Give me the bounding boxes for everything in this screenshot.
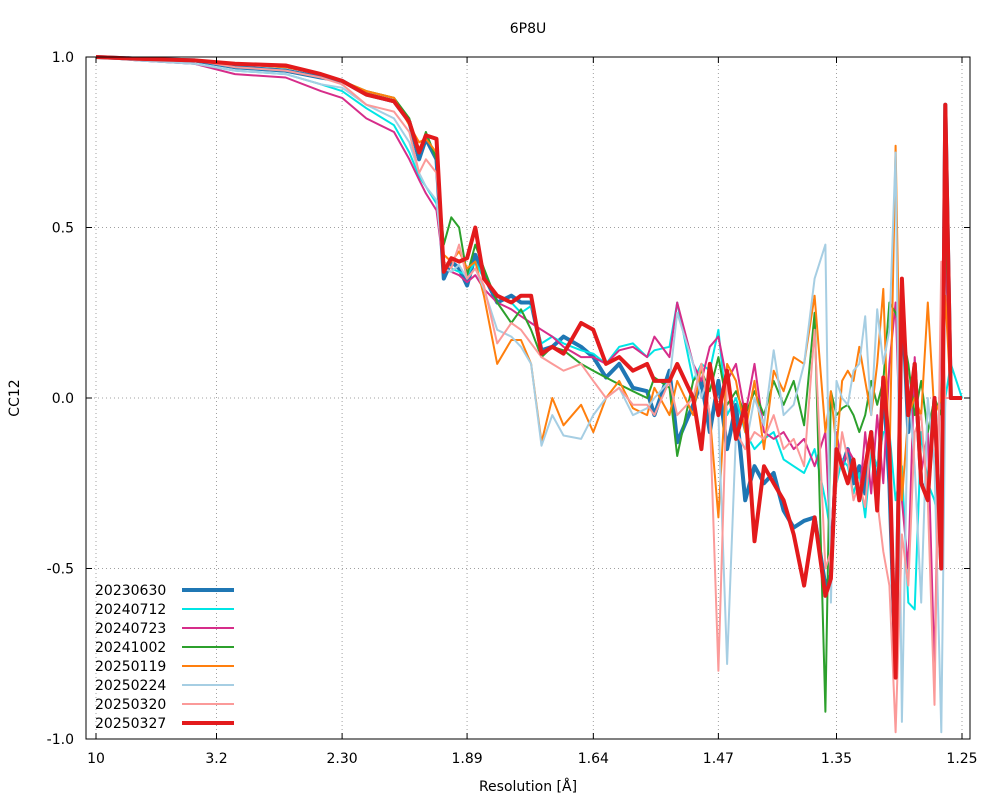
chart-title: 6P8U bbox=[510, 21, 547, 37]
x-tick-label: 1.47 bbox=[703, 751, 734, 767]
legend-label: 20230630 bbox=[95, 583, 166, 599]
y-tick-label: 0.5 bbox=[52, 221, 74, 237]
x-tick-label: 1.64 bbox=[578, 751, 609, 767]
x-tick-label: 1.89 bbox=[451, 751, 482, 767]
x-tick-label: 1.35 bbox=[821, 751, 852, 767]
legend-label: 20240712 bbox=[95, 602, 166, 618]
series-line-20250119 bbox=[95, 56, 962, 519]
legend-label: 20250327 bbox=[95, 716, 166, 732]
legend-label: 20250119 bbox=[95, 659, 166, 675]
series-line-20250327 bbox=[95, 55, 962, 680]
x-tick-label: 2.30 bbox=[327, 751, 358, 767]
x-tick-label: 3.2 bbox=[205, 751, 227, 767]
grid-lines bbox=[86, 56, 970, 740]
y-axis-label: CC12 bbox=[7, 379, 23, 416]
legend: 20230630 20240712 20240723 20241002 20250119… bbox=[95, 583, 234, 732]
legend-label: 20240723 bbox=[95, 621, 166, 637]
y-tick-label: -0.5 bbox=[47, 562, 74, 578]
series-line-20241002 bbox=[95, 56, 962, 713]
axis-ticks: 10 3.2 2.30 1.89 1.64 1.47 1.35 1.25 1.0 0.5 0.0 -0… bbox=[47, 50, 978, 767]
legend-label: 20250320 bbox=[95, 697, 166, 713]
y-tick-label: 1.0 bbox=[52, 50, 74, 66]
legend-label: 20250224 bbox=[95, 678, 166, 694]
x-axis-label: Resolution [Å] bbox=[479, 778, 577, 795]
series-line-20250320 bbox=[95, 56, 962, 734]
legend-label: 20241002 bbox=[95, 640, 166, 656]
x-tick-label: 1.25 bbox=[946, 751, 977, 767]
y-tick-label: 0.0 bbox=[52, 391, 74, 407]
series-layer bbox=[95, 55, 963, 734]
series-line-20240723 bbox=[95, 56, 962, 672]
x-tick-label: 10 bbox=[87, 751, 105, 767]
y-tick-label: -1.0 bbox=[47, 732, 74, 748]
